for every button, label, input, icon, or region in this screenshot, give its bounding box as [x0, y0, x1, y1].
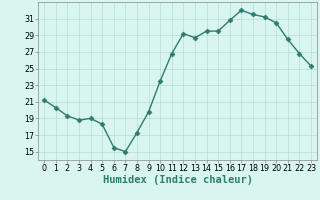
- X-axis label: Humidex (Indice chaleur): Humidex (Indice chaleur): [103, 175, 252, 185]
